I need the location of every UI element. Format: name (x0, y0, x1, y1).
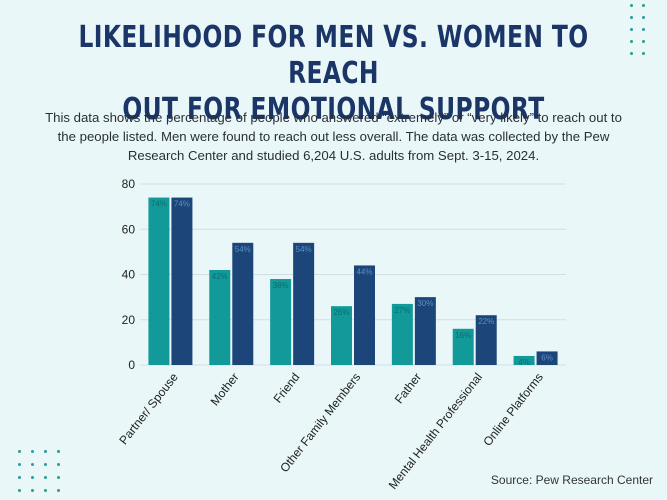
x-tick-label: Partner/ Spouse (116, 370, 181, 447)
decorative-dot (630, 40, 633, 43)
bar (331, 306, 352, 365)
decorative-dot (18, 463, 21, 466)
y-tick-label: 40 (122, 268, 136, 282)
decorative-dot (44, 463, 47, 466)
source-note: Source: Pew Research Center (490, 473, 653, 487)
x-tick-label: Father (392, 370, 424, 406)
decorative-dot (31, 476, 34, 479)
data-label: 74% (174, 200, 190, 209)
decorative-dot (642, 52, 645, 55)
decorative-dot (18, 476, 21, 479)
bar (414, 297, 436, 365)
decorative-dot (57, 450, 60, 453)
decorative-dot (18, 489, 21, 492)
y-tick-label: 60 (122, 222, 136, 236)
decorative-dot (630, 52, 633, 55)
data-label: 27% (394, 306, 410, 315)
data-label: 38% (273, 281, 289, 290)
x-tick-label: Friend (271, 370, 303, 405)
decorative-dot (31, 463, 34, 466)
data-label: 44% (356, 267, 372, 276)
data-label: 54% (235, 245, 251, 254)
data-label: 6% (541, 353, 553, 362)
bar (148, 197, 170, 365)
y-tick-label: 0 (128, 358, 135, 372)
decorative-dot (642, 28, 645, 31)
chart-title: LIKELIHOOD FOR MEN VS. WOMEN TO REACH OU… (73, 20, 593, 128)
data-label: 26% (333, 308, 349, 317)
bar (293, 242, 315, 365)
bar (232, 242, 254, 365)
bar (536, 351, 558, 365)
y-tick-label: 80 (122, 177, 136, 191)
bar (391, 303, 413, 365)
decorative-dot (630, 4, 633, 7)
decorative-dot (642, 40, 645, 43)
decorative-dot (31, 489, 34, 492)
decorative-dot (642, 4, 645, 7)
bar (270, 279, 292, 365)
data-label: 74% (151, 200, 167, 209)
y-tick-label: 20 (122, 313, 136, 327)
decorative-dot (31, 450, 34, 453)
decorative-dot (630, 16, 633, 19)
decorative-dot (44, 476, 47, 479)
data-label: 42% (212, 272, 228, 281)
bar (209, 269, 231, 365)
x-tick-label: Online Platforms (480, 370, 546, 449)
data-label: 4% (518, 358, 530, 367)
chart-description: This data shows the percentage of people… (45, 110, 622, 163)
bar (452, 328, 474, 365)
decorative-dot (630, 28, 633, 31)
title-line-2: OUT FOR EMOTIONAL SUPPORT (122, 92, 545, 127)
data-label: 22% (478, 317, 494, 326)
decorative-dot (57, 476, 60, 479)
decorative-dot (44, 450, 47, 453)
x-tick-label: Mother (208, 370, 242, 408)
decorative-dot (18, 450, 21, 453)
bar (354, 265, 375, 365)
data-label: 16% (455, 331, 471, 340)
bar (171, 197, 193, 365)
decorative-dot (57, 463, 60, 466)
bar (513, 355, 535, 365)
title-line-1: LIKELIHOOD FOR MEN VS. WOMEN TO REACH (78, 20, 589, 91)
data-label: 54% (296, 245, 312, 254)
bar (475, 315, 497, 365)
decorative-dot (57, 489, 60, 492)
decorative-dot (642, 16, 645, 19)
data-label: 30% (417, 299, 433, 308)
decorative-dot (44, 489, 47, 492)
